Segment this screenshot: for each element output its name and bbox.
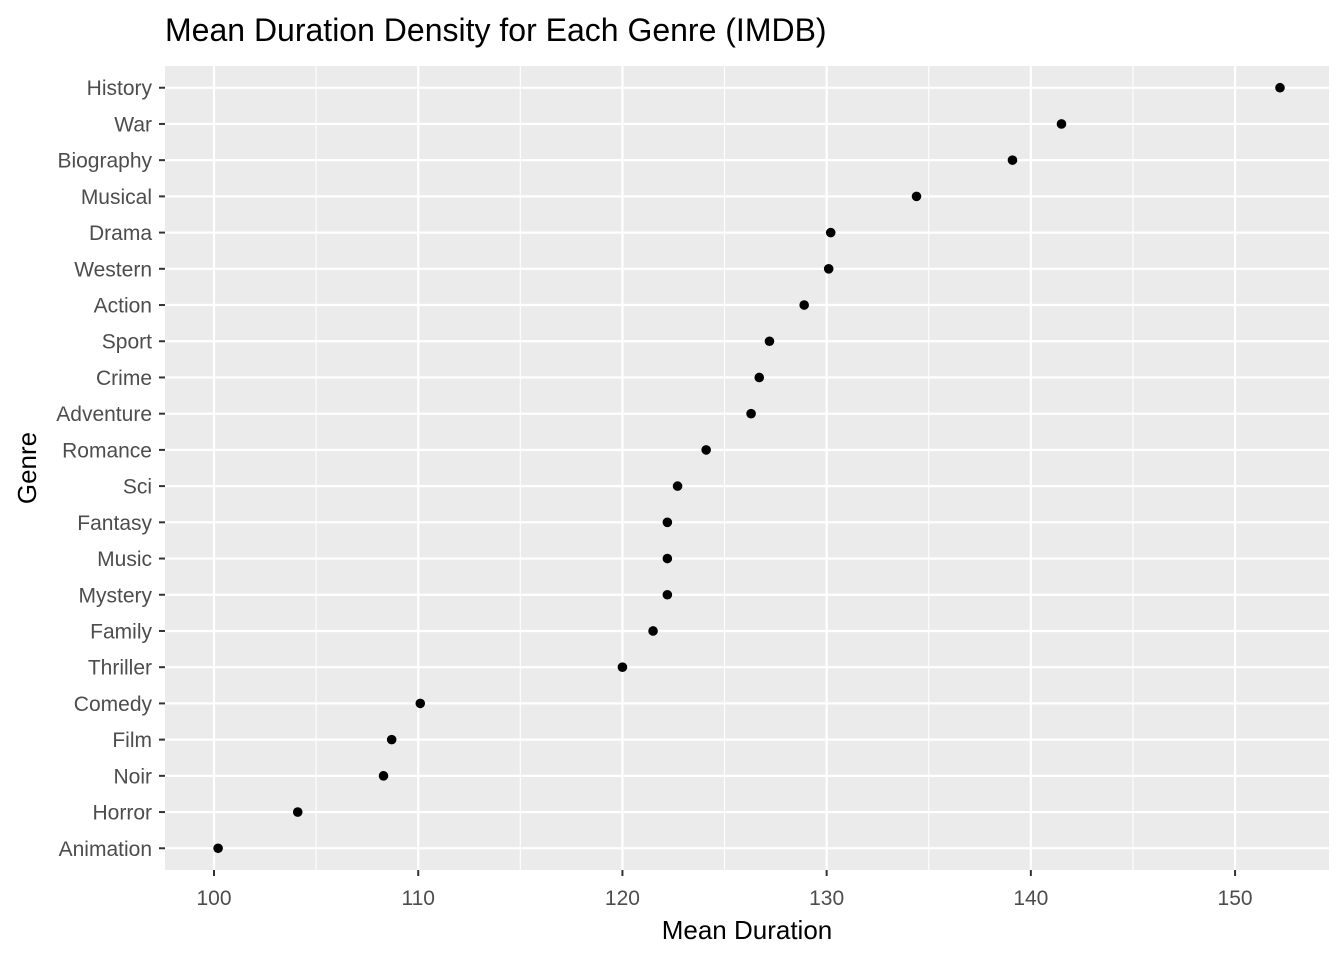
y-tick-label: Horror xyxy=(92,802,152,825)
y-tick-label: Adventure xyxy=(56,403,152,426)
x-tick-label: 120 xyxy=(605,887,640,910)
data-point xyxy=(213,843,223,854)
y-tick-label: Sport xyxy=(102,331,152,354)
data-point xyxy=(386,734,397,745)
data-point xyxy=(1007,155,1018,165)
y-tick-label: Mystery xyxy=(79,584,153,607)
y-tick-label: Music xyxy=(97,548,152,571)
data-point xyxy=(378,771,389,781)
x-tick-label: 130 xyxy=(809,887,844,910)
data-point xyxy=(1275,82,1285,93)
data-point xyxy=(825,227,836,238)
y-tick-label: Fantasy xyxy=(77,512,152,535)
data-point xyxy=(911,191,922,202)
x-tick-label: 110 xyxy=(401,887,434,910)
data-point xyxy=(415,698,426,709)
data-point xyxy=(746,408,756,419)
major-gridlines xyxy=(165,66,1329,870)
y-tick-label: Drama xyxy=(89,222,152,245)
x-tick-label: 100 xyxy=(196,887,231,910)
data-point xyxy=(648,626,658,636)
y-tick-label: Noir xyxy=(113,765,152,788)
y-tick-label: Comedy xyxy=(74,693,153,716)
x-axis-title: Mean Duration xyxy=(662,915,833,945)
data-point xyxy=(764,336,775,347)
data-point xyxy=(662,589,673,600)
data-point xyxy=(292,807,303,817)
data-point xyxy=(701,445,711,455)
minor-gridlines xyxy=(315,66,1134,870)
y-tick-label: Family xyxy=(90,620,152,643)
y-tick-label: Western xyxy=(74,258,152,281)
y-tick-label: Thriller xyxy=(88,657,152,680)
y-tick-label: Sci xyxy=(123,476,152,499)
data-point xyxy=(1056,119,1067,129)
data-point xyxy=(754,372,765,383)
y-tick-label: Musical xyxy=(81,186,152,209)
data-point xyxy=(617,662,628,672)
x-tick-label: 150 xyxy=(1218,887,1253,910)
y-tick-label: Biography xyxy=(57,150,152,173)
data-point xyxy=(672,481,683,491)
data-point xyxy=(662,553,673,564)
data-point xyxy=(799,300,809,310)
y-tick-label: History xyxy=(87,77,153,100)
y-tick-label: Action xyxy=(94,295,152,318)
data-points xyxy=(213,82,1285,854)
y-tick-label: Crime xyxy=(96,367,152,390)
chart-title: Mean Duration Density for Each Genre (IM… xyxy=(165,12,827,48)
x-axis: 100 110 120 130 140 150 xyxy=(196,870,1253,910)
data-point xyxy=(823,264,834,274)
y-tick-label: Film xyxy=(112,729,152,752)
x-tick-label: 140 xyxy=(1013,887,1048,910)
y-tick-label: War xyxy=(114,113,152,136)
y-tick-label: Animation xyxy=(59,838,152,861)
y-axis: History War Biography Musical Drama Western Ac… xyxy=(56,77,165,861)
y-tick-label: Romance xyxy=(62,439,152,462)
y-axis-title: Genre xyxy=(12,432,42,504)
plot-panel xyxy=(165,66,1329,870)
data-point xyxy=(662,517,673,528)
